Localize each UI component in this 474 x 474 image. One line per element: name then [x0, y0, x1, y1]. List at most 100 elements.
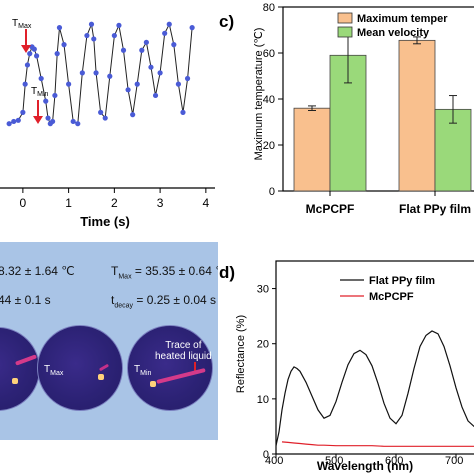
series-mcpcpf: [281, 441, 474, 447]
panel-c-y-ticks: 0 20 40 60 80: [263, 2, 283, 198]
photo-text-line2-right: tdecay = 0.25 ± 0.04 s: [111, 293, 216, 309]
panel-b-point: [70, 118, 76, 125]
panel-b-xtick-label: 4: [203, 196, 210, 210]
ir-photo-circle-2: TMax: [37, 325, 123, 411]
panel-b-point: [75, 121, 81, 127]
panel-c-category-label: McPCPF: [306, 202, 355, 216]
legend-label-mean-velocity: Mean velocity: [357, 27, 430, 39]
photo-tdecay-sub: decay: [114, 302, 134, 310]
trace-2: [98, 363, 110, 372]
panel-b-point: [171, 42, 177, 48]
panel-b-xtick-label: 2: [111, 196, 118, 210]
panel-d-ytick-label: 20: [257, 339, 269, 351]
circle2-label: TMax: [44, 364, 64, 377]
panel-b-point: [134, 81, 140, 87]
panel-b-point: [22, 81, 28, 87]
panel-c-categories: McPCPF Flat PPy film: [306, 191, 471, 216]
panel-b-point: [91, 36, 97, 42]
panel-d-ytick-label: 0: [263, 449, 269, 461]
panel-b-point: [31, 46, 37, 52]
panel-c-ytick-label: 60: [263, 48, 275, 60]
trace-label-line2: heated liquid: [155, 351, 212, 362]
trace-3: [156, 368, 206, 384]
annotation-tmax: TMax: [12, 18, 32, 30]
panel-c-bar: [293, 107, 331, 192]
panel-b-point: [143, 39, 149, 45]
panel-d-ytick-label: 10: [257, 394, 269, 406]
panel-b-point: [98, 109, 104, 115]
series-flat-ppy-film: [275, 330, 474, 446]
panel-d-xtick-500: 500: [325, 455, 344, 467]
panel-c-bars: [293, 27, 472, 192]
arrow-tmin-head: [33, 116, 43, 124]
panel-b-point: [152, 92, 159, 99]
panel-b-point: [50, 118, 56, 125]
legend-label-flat-ppy: Flat PPy film: [369, 275, 435, 287]
panel-b-point: [180, 109, 186, 115]
panel-b: 0 1 2 3 4 Time (s) TMax TMin: [0, 18, 215, 229]
panel-b-point: [61, 42, 67, 48]
panel-b-point: [162, 30, 168, 36]
ir-photo-circle-1: [0, 327, 40, 411]
panel-d-ticks: 0 10 20 30: [257, 284, 457, 461]
panel-b-point: [88, 21, 95, 27]
panel-b-point: [56, 25, 63, 31]
panel-b-point: [27, 51, 33, 57]
panel-c-ytick-label: 40: [263, 94, 275, 106]
panel-b-point: [38, 75, 44, 82]
legend-label-max-temp: Maximum temper: [357, 13, 448, 25]
panel-b-point: [148, 64, 154, 70]
panel-b-xtick-label: 0: [20, 196, 27, 210]
trace-arrow: [194, 362, 196, 372]
panel-c-ylabel: Maximum temperature (℃): [253, 28, 265, 161]
panel-b-point: [107, 73, 113, 79]
photo-text-line1-left: 8.32 ± 1.64 ℃: [0, 264, 75, 278]
panel-d-xtick-labels: 400 500 600 700: [0, 455, 474, 469]
panel-b-point: [184, 75, 191, 82]
trace-1: [14, 354, 38, 366]
photo-tdecay-label: t: [111, 293, 115, 307]
panel-c-ytick-label: 20: [263, 140, 275, 152]
trace-label: Trace of heated liquid: [155, 340, 212, 362]
hotspot-3: [150, 381, 156, 387]
panel-b-point: [93, 70, 99, 76]
panel-c: c) Maximum temperature (℃) 0 20 40 60 80 McP…: [219, 2, 474, 216]
panel-b-point: [175, 81, 182, 87]
panel-c-ytick-label: 0: [269, 186, 275, 198]
annotation-tmin: TMin: [31, 86, 48, 98]
panel-b-point: [52, 92, 58, 99]
panel-b-point: [45, 115, 51, 121]
panel-d-ytick-label: 30: [257, 284, 269, 296]
panel-d-label: d): [219, 263, 235, 282]
panel-b-x-ticks: 0 1 2 3 4: [20, 188, 210, 210]
ir-photo-circle-3: TMin Trace of heated liquid: [127, 325, 213, 411]
panel-b-xtick-label: 3: [157, 196, 164, 210]
panel-b-point: [43, 98, 49, 104]
panel-b-point: [20, 109, 26, 115]
legend-swatch-max-temp: [337, 12, 353, 24]
panel-infrared-photos: 8.32 ± 1.64 ℃ TMax = 35.35 ± 0.64 ℃ 44 ±…: [0, 242, 218, 440]
panel-b-point: [166, 21, 172, 27]
panel-b-point: [116, 22, 122, 28]
legend-swatch-mean-velocity: [337, 26, 353, 38]
panel-c-ytick-label: 80: [263, 2, 275, 14]
trace-label-line1: Trace of: [165, 340, 202, 351]
annotation-tmax-sub: Max: [18, 23, 32, 30]
panel-b-point: [125, 87, 131, 93]
panel-b-temperature-line: [8, 22, 193, 125]
photo-tdecay-value: = 0.25 ± 0.04 s: [133, 293, 217, 307]
panel-b-point: [139, 47, 145, 53]
photo-tmax-label: T: [111, 264, 119, 278]
panel-d-frame: [275, 260, 474, 455]
photo-tmax-value: = 35.35 ± 0.64 ℃: [134, 264, 218, 278]
panel-b-point: [102, 115, 108, 121]
panel-b-point: [189, 25, 195, 31]
panel-d-xlabel: Wavelength (nm): [317, 459, 413, 473]
panel-c-label: c): [219, 12, 234, 31]
panel-b-point: [84, 32, 90, 39]
panel-b-point: [6, 121, 12, 127]
panel-b-point: [130, 112, 136, 118]
circle3-label: TMin: [134, 364, 152, 377]
panel-b-xlabel: Time (s): [80, 214, 130, 229]
panel-b-point: [15, 117, 21, 123]
